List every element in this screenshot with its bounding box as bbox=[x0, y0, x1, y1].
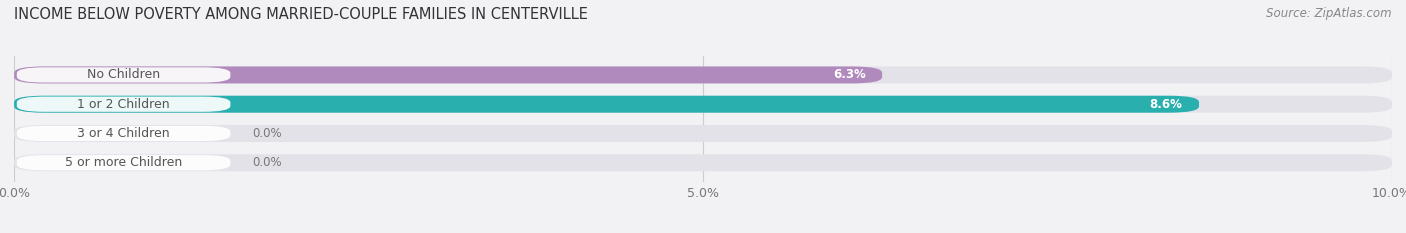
Text: 0.0%: 0.0% bbox=[253, 127, 283, 140]
FancyBboxPatch shape bbox=[14, 96, 1392, 113]
FancyBboxPatch shape bbox=[17, 97, 231, 112]
FancyBboxPatch shape bbox=[14, 96, 1199, 113]
Text: INCOME BELOW POVERTY AMONG MARRIED-COUPLE FAMILIES IN CENTERVILLE: INCOME BELOW POVERTY AMONG MARRIED-COUPL… bbox=[14, 7, 588, 22]
FancyBboxPatch shape bbox=[14, 66, 1392, 83]
FancyBboxPatch shape bbox=[17, 67, 231, 82]
FancyBboxPatch shape bbox=[17, 155, 231, 170]
Text: 1 or 2 Children: 1 or 2 Children bbox=[77, 98, 170, 111]
Text: 5 or more Children: 5 or more Children bbox=[65, 156, 183, 169]
Text: 6.3%: 6.3% bbox=[832, 69, 866, 82]
Text: 8.6%: 8.6% bbox=[1150, 98, 1182, 111]
FancyBboxPatch shape bbox=[14, 125, 1392, 142]
FancyBboxPatch shape bbox=[14, 154, 1392, 171]
Text: No Children: No Children bbox=[87, 69, 160, 82]
Text: Source: ZipAtlas.com: Source: ZipAtlas.com bbox=[1267, 7, 1392, 20]
Text: 0.0%: 0.0% bbox=[253, 156, 283, 169]
FancyBboxPatch shape bbox=[14, 66, 882, 83]
FancyBboxPatch shape bbox=[17, 126, 231, 141]
Text: 3 or 4 Children: 3 or 4 Children bbox=[77, 127, 170, 140]
